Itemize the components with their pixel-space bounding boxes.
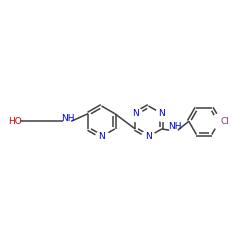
Text: Cl: Cl <box>221 117 230 126</box>
Text: N: N <box>98 132 105 141</box>
Text: N: N <box>158 109 165 118</box>
Text: N: N <box>132 109 138 118</box>
Text: NH: NH <box>62 114 75 122</box>
Text: N: N <box>145 132 152 141</box>
Text: NH: NH <box>168 122 181 132</box>
Text: HO: HO <box>8 117 22 126</box>
